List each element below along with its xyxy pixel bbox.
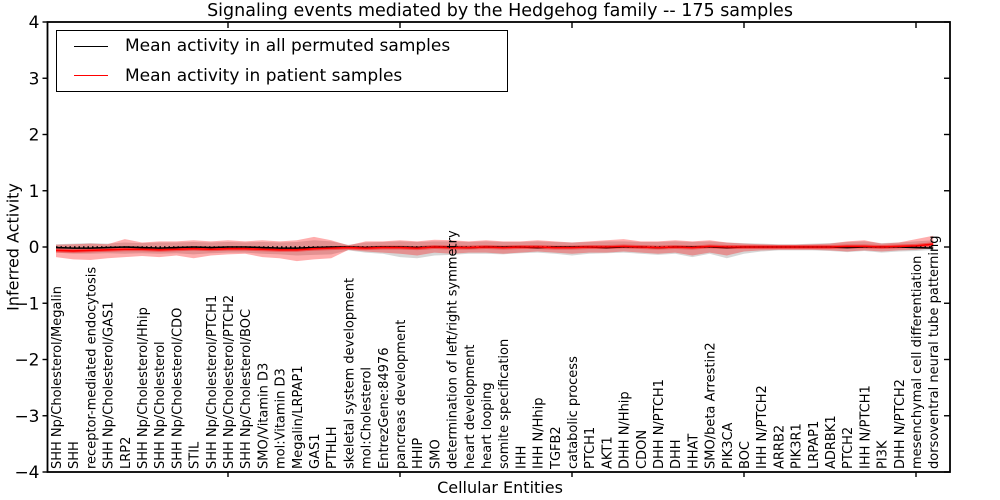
legend-label-permuted: Mean activity in all permuted samples <box>125 36 451 57</box>
legend-item-permuted: Mean activity in all permuted samples <box>57 32 507 60</box>
category-label: AKT1 <box>600 436 615 469</box>
category-label: PI3K <box>876 440 891 469</box>
category-label: PTHLH <box>325 426 340 469</box>
category-label: ARRB2 <box>772 425 787 469</box>
category-label: catabolic process <box>566 356 581 469</box>
category-label: SHH Np/Cholesterol/PTCH1 <box>205 295 220 469</box>
category-label: DHH N/PTCH2 <box>893 379 908 469</box>
permuted-range-band <box>56 240 934 259</box>
category-label: skeletal system development <box>342 278 357 469</box>
category-label: SHH Np/Cholesterol/Megalin <box>50 286 65 469</box>
y-tick-label: −1 <box>14 294 39 314</box>
category-label: TGFB2 <box>549 426 564 470</box>
y-tick-label: 2 <box>29 126 40 146</box>
category-label: PIK3CA <box>721 422 736 469</box>
category-label: receptor-mediated endocytosis <box>84 267 99 469</box>
category-label: IHH N/PTCH1 <box>858 385 873 469</box>
y-tick-label: 0 <box>29 238 40 258</box>
patient-line-swatch <box>74 75 108 77</box>
category-label: determination of left/right symmetry <box>446 230 461 469</box>
category-label: IHH <box>514 446 529 469</box>
category-label: heart development <box>463 344 478 469</box>
category-label: LRPAP1 <box>807 421 822 469</box>
category-label: mesenchymal cell differentiation <box>910 256 925 469</box>
category-label: SMO/Vitamin D3 <box>256 363 271 469</box>
category-label: STIL <box>188 441 203 469</box>
y-tick-label: −3 <box>14 407 39 427</box>
category-label: mol:Vitamin D3 <box>274 368 289 469</box>
x-axis-title: Cellular Entities <box>437 478 563 497</box>
category-label: Megalin/LRPAP1 <box>291 365 306 469</box>
category-label: DHH <box>669 439 684 469</box>
category-label: HHAT <box>686 434 701 469</box>
y-axis-title: Inferred Activity <box>3 183 23 311</box>
category-label: SHH Np/Cholesterol/PTCH2 <box>222 295 237 469</box>
category-label: EntrezGene:84976 <box>377 348 392 469</box>
category-label: GAS1 <box>308 434 323 470</box>
legend-item-patient: Mean activity in patient samples <box>57 62 507 90</box>
category-label: LRP2 <box>119 437 134 469</box>
category-label: IHH N/Hhip <box>532 398 547 470</box>
category-label: SHH Np/Cholesterol/GAS1 <box>102 301 117 469</box>
legend-label-patient: Mean activity in patient samples <box>125 65 403 86</box>
category-label: DHH N/PTCH1 <box>652 379 667 469</box>
category-label: SHH <box>67 441 82 469</box>
category-label: CDON <box>635 430 650 469</box>
category-label: SHH Np/Cholesterol/BOC <box>239 309 254 469</box>
category-label: IHH N/PTCH2 <box>755 385 770 469</box>
category-label: PTCH1 <box>583 427 598 469</box>
category-label: SHH Np/Cholesterol/CDO <box>170 308 185 469</box>
y-tick-label: 4 <box>29 13 40 33</box>
category-label: SHH Np/Cholesterol/Hhip <box>136 307 151 469</box>
category-label: PIK3R1 <box>790 423 805 469</box>
category-label: dorsoventral neural tube patterning <box>927 236 942 469</box>
category-label: PTCH2 <box>841 427 856 469</box>
patient-mean-line <box>55 243 934 252</box>
category-label: SMO <box>428 439 443 469</box>
y-tick-label: −2 <box>14 351 39 371</box>
category-label: DHH N/Hhip <box>618 391 633 469</box>
permuted-line-swatch <box>74 45 108 47</box>
category-label: SHH Np/Cholesterol <box>153 341 168 469</box>
y-tick-label: 3 <box>29 69 40 89</box>
category-label: BOC <box>738 441 753 469</box>
y-tick-label: 1 <box>29 182 40 202</box>
category-label: HHIP <box>411 438 426 469</box>
category-label: ADRBK1 <box>824 415 839 469</box>
patient-range-band <box>56 235 934 262</box>
legend: Mean activity in all permuted samples Me… <box>56 30 508 92</box>
category-label: heart looping <box>480 382 495 469</box>
category-label: pancreas development <box>394 320 409 469</box>
category-label: somite specification <box>497 339 512 469</box>
category-label: mol:Cholesterol <box>360 367 375 469</box>
y-tick-label: −4 <box>14 463 39 483</box>
category-label: SMO/beta Arrestin2 <box>704 342 719 469</box>
chart-title: Signaling events mediated by the Hedgeho… <box>207 1 793 21</box>
